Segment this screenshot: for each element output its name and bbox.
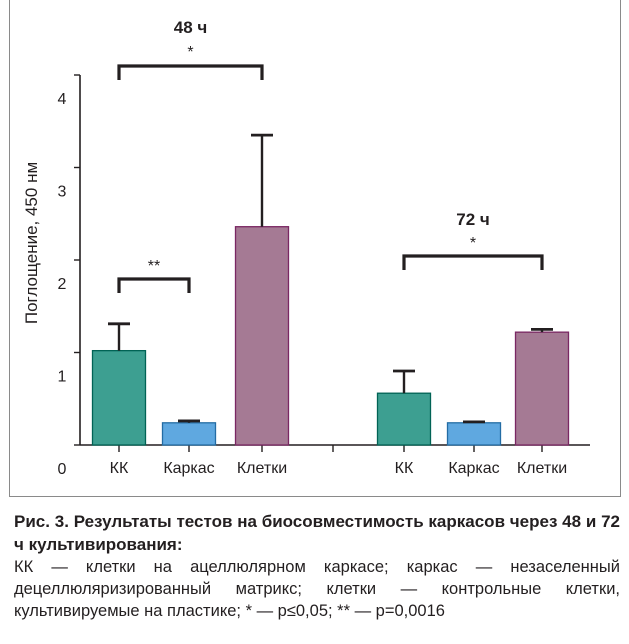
caption-title: Рис. 3. Результаты тестов на биосовмести… — [14, 512, 620, 554]
bar — [161, 422, 217, 446]
significance-bracket — [117, 64, 264, 80]
y-tick-label: 0 — [58, 461, 67, 478]
x-category-label: КК — [110, 460, 129, 477]
y-axis-label: Поглощение, 450 нм — [22, 162, 41, 324]
x-category-label: Клетки — [517, 460, 567, 477]
x-category-label: Клетки — [237, 460, 287, 477]
y-tick-label: 3 — [58, 184, 67, 201]
time-point-label: 48 ч — [174, 18, 208, 37]
bar — [514, 331, 570, 446]
time-point-label: 72 ч — [456, 210, 490, 229]
significance-stars: * — [470, 235, 476, 252]
x-category-label: Каркас — [448, 460, 499, 477]
significance-stars: ** — [148, 258, 160, 275]
x-category-label: Каркас — [163, 460, 214, 477]
bar — [234, 226, 290, 446]
significance-bracket — [117, 277, 191, 293]
caption-body: КК — клетки на ацеллюлярном каркасе; кар… — [14, 558, 620, 620]
significance-bracket — [402, 254, 544, 270]
bar-chart: 0 1 2 3 4 КК Каркас Клетки КК Каркас Клетки * 48 ч *… — [22, 18, 590, 478]
y-tick-label: 1 — [58, 369, 67, 386]
y-tick-label: 4 — [58, 91, 67, 108]
bar — [91, 349, 147, 446]
significance-stars: * — [187, 44, 193, 61]
bar — [446, 422, 502, 446]
figure-caption: Рис. 3. Результаты тестов на биосовмести… — [14, 510, 620, 622]
y-tick-label: 2 — [58, 276, 67, 293]
bar — [376, 392, 432, 446]
figure-frame — [9, 0, 621, 497]
x-category-label: КК — [395, 460, 414, 477]
